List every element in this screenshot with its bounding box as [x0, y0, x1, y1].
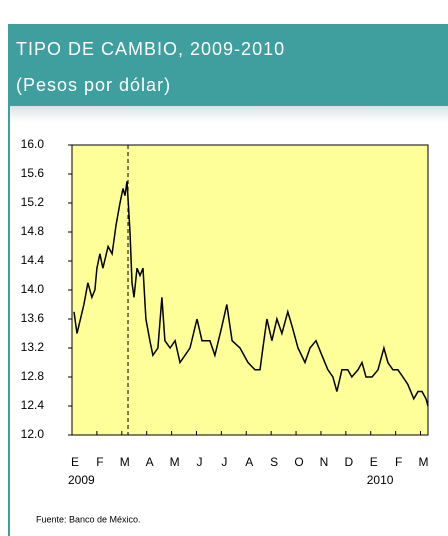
x-tick-label: E: [71, 455, 79, 469]
year-label: 2010: [367, 473, 394, 487]
x-tick-label: E: [370, 455, 378, 469]
y-tick-label: 12.8: [21, 369, 45, 383]
source-note: Fuente: Banco de México.: [36, 514, 141, 524]
plot-area: [71, 144, 429, 436]
x-tick-label: F: [395, 455, 402, 469]
x-tick-label: J: [221, 455, 227, 469]
x-tick-label: F: [96, 455, 103, 469]
x-tick-label: S: [270, 455, 278, 469]
header-band: [8, 106, 448, 122]
x-tick-label: A: [245, 455, 253, 469]
series-line: [73, 181, 429, 407]
x-tick-label: O: [294, 455, 303, 469]
chart-subtitle: (Pesos por dólar): [16, 75, 171, 95]
x-tick-label: D: [345, 455, 354, 469]
x-tick-label: A: [146, 455, 154, 469]
chart-title: TIPO DE CAMBIO, 2009-2010: [16, 39, 285, 59]
frame-border: [8, 24, 10, 536]
year-label: 2009: [68, 473, 95, 487]
y-tick-label: 15.2: [21, 195, 45, 209]
x-tick-label: N: [320, 455, 329, 469]
y-tick-label: 14.4: [21, 253, 45, 267]
y-tick-label: 13.6: [21, 311, 45, 325]
x-tick-label: M: [120, 455, 130, 469]
y-tick-label: 12.0: [21, 427, 45, 441]
y-tick-label: 15.6: [21, 166, 45, 180]
y-tick-label: 12.4: [21, 398, 45, 412]
y-tick-label: 13.2: [21, 340, 45, 354]
x-tick-label: M: [419, 455, 429, 469]
x-tick-label: J: [196, 455, 202, 469]
y-tick-label: 14.8: [21, 224, 45, 238]
x-tick-label: M: [170, 455, 180, 469]
y-tick-label: 16.0: [21, 137, 45, 151]
header: [8, 24, 448, 106]
y-tick-label: 14.0: [21, 282, 45, 296]
